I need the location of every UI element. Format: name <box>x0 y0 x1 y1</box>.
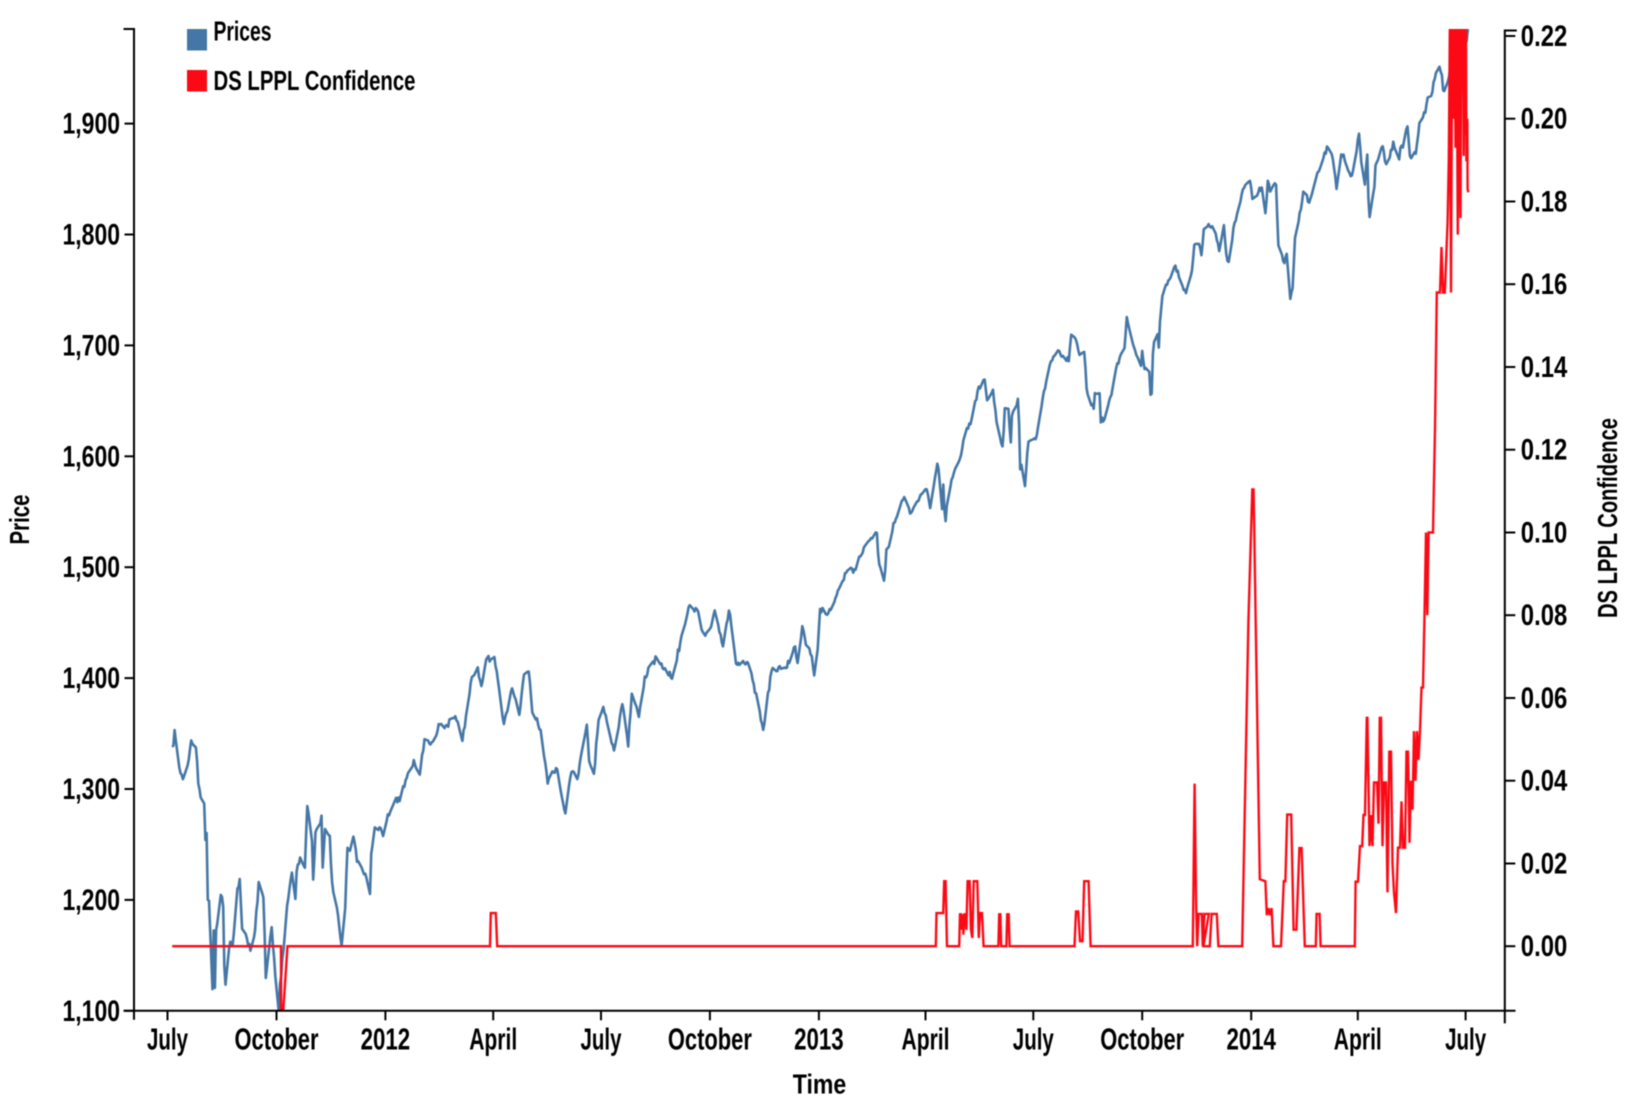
svg-text:0.00: 0.00 <box>1521 930 1568 963</box>
svg-text:0.08: 0.08 <box>1521 599 1568 632</box>
svg-text:October: October <box>1100 1023 1184 1057</box>
svg-text:2013: 2013 <box>794 1023 844 1057</box>
svg-text:2014: 2014 <box>1226 1023 1276 1057</box>
svg-text:April: April <box>1334 1023 1382 1057</box>
svg-text:1,800: 1,800 <box>63 219 121 252</box>
svg-text:April: April <box>902 1023 950 1057</box>
svg-text:Price: Price <box>4 495 35 545</box>
svg-text:0.22: 0.22 <box>1521 20 1568 53</box>
svg-text:July: July <box>1445 1023 1486 1057</box>
svg-text:0.02: 0.02 <box>1521 848 1568 881</box>
svg-text:0.14: 0.14 <box>1521 351 1568 384</box>
svg-text:Prices: Prices <box>214 16 272 47</box>
svg-text:2012: 2012 <box>361 1023 411 1057</box>
svg-text:0.20: 0.20 <box>1521 103 1568 136</box>
svg-text:1,100: 1,100 <box>63 995 121 1028</box>
svg-text:0.06: 0.06 <box>1521 682 1568 715</box>
svg-text:DS LPPL Confidence: DS LPPL Confidence <box>1592 418 1623 618</box>
svg-text:April: April <box>469 1023 517 1057</box>
svg-text:1,400: 1,400 <box>63 662 121 695</box>
svg-text:Time: Time <box>793 1069 847 1100</box>
svg-text:1,900: 1,900 <box>63 108 121 141</box>
svg-text:October: October <box>235 1023 319 1057</box>
svg-text:0.16: 0.16 <box>1521 268 1568 301</box>
svg-text:July: July <box>147 1023 188 1057</box>
svg-text:July: July <box>1013 1023 1054 1057</box>
svg-text:0.04: 0.04 <box>1521 765 1568 798</box>
svg-text:1,500: 1,500 <box>63 551 121 584</box>
svg-text:0.10: 0.10 <box>1521 517 1568 550</box>
svg-text:1,300: 1,300 <box>63 773 121 806</box>
svg-text:1,700: 1,700 <box>63 329 121 362</box>
svg-text:1,200: 1,200 <box>63 884 121 917</box>
svg-text:1,600: 1,600 <box>63 440 121 473</box>
svg-text:0.18: 0.18 <box>1521 186 1568 219</box>
svg-text:0.12: 0.12 <box>1521 434 1568 467</box>
svg-text:July: July <box>581 1023 622 1057</box>
svg-text:DS LPPL Confidence: DS LPPL Confidence <box>214 65 416 96</box>
svg-text:October: October <box>668 1023 752 1057</box>
